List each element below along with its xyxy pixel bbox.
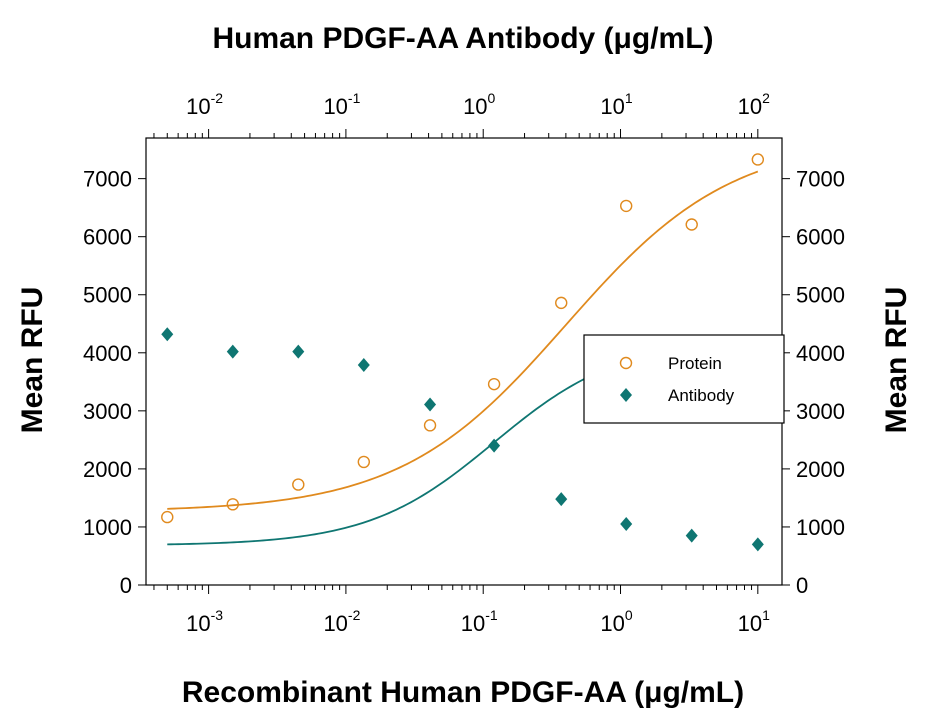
- legend-antibody-label: Antibody: [668, 386, 735, 405]
- y-tick-label-left: 0: [120, 573, 132, 598]
- antibody-point: [292, 344, 305, 359]
- legend-protein-marker: [619, 356, 633, 370]
- x-tick-label: 10-3: [186, 607, 223, 636]
- x-axis-label: Recombinant Human PDGF-AA (μg/mL): [182, 676, 744, 709]
- x-tick-label: 10-1: [461, 607, 498, 636]
- protein-point: [423, 419, 437, 432]
- protein-point: [226, 498, 239, 511]
- antibody-point: [226, 344, 239, 359]
- antibody-point: [685, 528, 698, 543]
- y-tick-label-left: 2000: [83, 457, 132, 482]
- y-tick-label-right: 4000: [796, 341, 845, 366]
- protein-point: [620, 199, 633, 213]
- chart-title: Human PDGF-AA Antibody (μg/mL): [212, 22, 713, 55]
- y-tick-label-left: 5000: [83, 283, 132, 308]
- y-tick-label-right: 1000: [796, 515, 845, 540]
- y-axis-label-right: Mean RFU: [880, 287, 913, 434]
- y-axis-label: Mean RFU: [16, 287, 49, 434]
- antibody-point: [161, 327, 174, 342]
- protein-point: [161, 510, 174, 524]
- antibody-point: [555, 492, 568, 507]
- antibody-point: [620, 517, 633, 532]
- x-tick-label: 100: [600, 607, 632, 636]
- y-tick-label-right: 3000: [796, 399, 845, 424]
- protein-point: [751, 153, 765, 166]
- antibody-point: [488, 438, 501, 453]
- y-tick-label-left: 4000: [83, 341, 132, 366]
- legend: Protein Antibody: [583, 334, 785, 424]
- top-tick-label: 10-1: [323, 90, 360, 119]
- top-tick-label: 101: [600, 90, 632, 119]
- top-tick-label: 102: [738, 90, 770, 119]
- y-tick-label-right: 7000: [796, 167, 845, 192]
- protein-fit-curve: [167, 170, 759, 510]
- protein-point: [555, 296, 568, 310]
- y-tick-label-left: 1000: [83, 515, 132, 540]
- y-tick-label-right: 5000: [796, 283, 845, 308]
- protein-point: [292, 478, 305, 491]
- y-tick-label-right: 0: [796, 573, 808, 598]
- protein-point: [685, 218, 698, 231]
- legend-protein-label: Protein: [668, 354, 722, 373]
- x-tick-label: 101: [738, 607, 770, 636]
- top-tick-label: 10-2: [186, 90, 223, 119]
- protein-point: [487, 377, 501, 391]
- y-tick-label-left: 3000: [83, 399, 132, 424]
- legend-box: [583, 334, 785, 424]
- x-tick-label: 10-2: [323, 607, 360, 636]
- antibody-point: [357, 357, 370, 372]
- ticks-layer: 10-3 10-2 10-1 100 101 10-2 10-1 100 101 102 0 0 100…: [83, 90, 845, 636]
- y-tick-label-right: 6000: [796, 225, 845, 250]
- legend-antibody-marker: [620, 388, 632, 402]
- antibody-point: [424, 397, 437, 412]
- y-tick-label-left: 7000: [83, 167, 132, 192]
- antibody-point: [751, 537, 764, 552]
- y-tick-label-left: 6000: [83, 225, 132, 250]
- y-tick-label-right: 2000: [796, 457, 845, 482]
- top-tick-label: 100: [463, 90, 495, 119]
- protein-point: [357, 455, 371, 469]
- data-points: [161, 153, 765, 552]
